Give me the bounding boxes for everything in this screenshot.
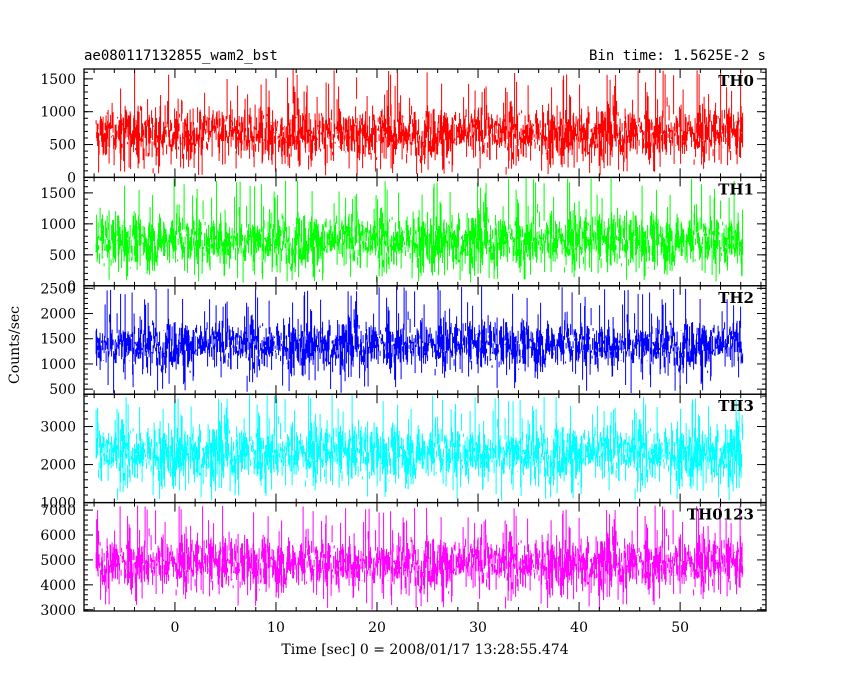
x-tick-label: 30	[469, 620, 487, 636]
series-label: TH2	[718, 289, 754, 307]
panel-th2: 500 1000 1500 2000 2500 TH2	[40, 281, 767, 398]
y-tick-label: 2000	[40, 307, 76, 323]
x-tick-label: 20	[368, 620, 386, 636]
y-tick-label: 7000	[40, 503, 76, 519]
y-tick-label: 5000	[40, 553, 76, 569]
panel-frame	[83, 501, 767, 612]
y-tick-label: 0	[67, 170, 76, 186]
y-tick-label: 1500	[40, 332, 76, 348]
y-tick-label: 1000	[40, 357, 76, 373]
y-tick-label: 4000	[40, 578, 76, 594]
y-tick-label: 3000	[40, 420, 76, 436]
y-tick-label: 1000	[40, 105, 76, 121]
y-tick-label: 1000	[40, 217, 76, 233]
y-tick-label: 2500	[40, 281, 76, 297]
series-th2	[95, 286, 744, 393]
x-tick-label: 50	[671, 620, 689, 636]
y-tick-label: 1500	[40, 186, 76, 202]
x-tick-label: 40	[570, 620, 588, 636]
y-tick-label: 3000	[40, 603, 76, 619]
panel-th1: 0 500 1000 1500 TH1	[40, 176, 767, 295]
panel-th0: 0 500 1000 1500 TH0	[40, 68, 767, 186]
chart-title: ae080117132855_wam2_bst	[84, 48, 278, 64]
series-th0123	[95, 505, 744, 610]
series-label: TH0	[718, 72, 754, 90]
x-axis-label: Time [sec] 0 = 2008/01/17 13:28:55.474	[281, 642, 568, 658]
chart-subtitle: Bin time: 1.5625E-2 s	[589, 48, 766, 64]
y-tick-label: 6000	[40, 528, 76, 544]
series-label: TH1	[718, 180, 754, 198]
y-tick-label: 2000	[40, 458, 76, 474]
series-th3	[95, 394, 744, 501]
series-label: TH0123	[687, 506, 754, 524]
y-axis-label: Counts/sec	[7, 306, 23, 384]
x-tick-label: 10	[267, 620, 285, 636]
y-tick-label: 500	[49, 382, 76, 398]
panel-th3: 1000 2000 3000 TH3	[40, 393, 767, 512]
y-tick-label: 1500	[40, 72, 76, 88]
series-label: TH3	[718, 397, 754, 415]
series-th0	[95, 69, 744, 176]
y-tick-label: 500	[49, 138, 76, 154]
y-tick-label: 0	[67, 279, 76, 295]
panel-th0123: 3000 4000 5000 6000 7000 TH0123	[40, 501, 767, 619]
x-tick-label: 0	[170, 620, 179, 636]
y-tick-label: 1000	[40, 496, 76, 512]
series-th1	[95, 177, 744, 283]
y-tick-label: 500	[49, 248, 76, 264]
